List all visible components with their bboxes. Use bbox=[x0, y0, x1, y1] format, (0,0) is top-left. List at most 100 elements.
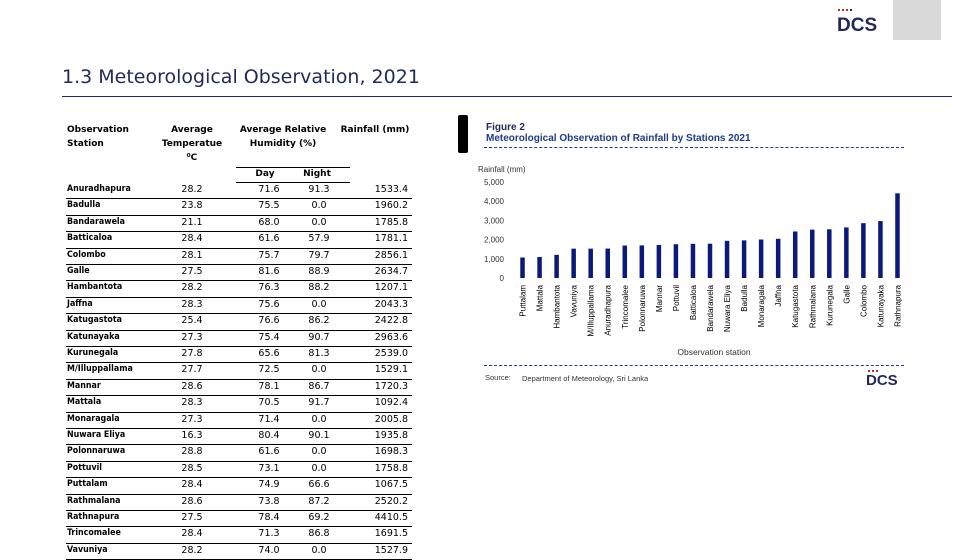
cell-rain: 1960.2 bbox=[356, 200, 408, 211]
table-row: Colombo 28.1 75.7 79.7 2856.1 bbox=[66, 248, 412, 265]
cell-night: 0.0 bbox=[298, 463, 340, 474]
cell-temp: 28.6 bbox=[172, 381, 212, 392]
cell-rain: 2963.6 bbox=[356, 332, 408, 343]
cell-night: 69.2 bbox=[298, 512, 340, 523]
cell-day: 76.6 bbox=[248, 315, 290, 326]
table-row: Pottuvil 28.5 73.1 0.0 1758.8 bbox=[66, 461, 412, 478]
cell-rain: 2856.1 bbox=[356, 250, 408, 261]
x-tick-label: M/Illuppallama bbox=[587, 284, 596, 336]
cell-rain: 1720.3 bbox=[356, 381, 408, 392]
table-row: Puttalam 28.4 74.9 66.6 1067.5 bbox=[66, 477, 412, 494]
cell-day: 74.9 bbox=[248, 479, 290, 490]
cell-station: Bandarawela bbox=[67, 217, 125, 227]
table-row: Jaffna 28.3 75.6 0.0 2043.3 bbox=[66, 297, 412, 314]
cell-rain: 1691.5 bbox=[356, 528, 408, 539]
cell-station: Kurunegala bbox=[67, 348, 118, 358]
dcs-figure-logo-text: DCS bbox=[866, 372, 898, 388]
y-tick-label: 2,000 bbox=[484, 236, 505, 245]
cell-temp: 28.3 bbox=[172, 299, 212, 310]
cell-temp: 27.5 bbox=[172, 512, 212, 523]
cell-station: Polonnaruwa bbox=[67, 446, 125, 456]
cell-rain: 1207.1 bbox=[356, 282, 408, 293]
figure-title: Meteorological Observation of Rainfall b… bbox=[486, 133, 751, 144]
y-tick-label: 1,000 bbox=[484, 255, 505, 264]
y-tick-label: 3,000 bbox=[484, 216, 505, 225]
x-tick-label: Bandarawela bbox=[706, 284, 715, 331]
bar-rathmalana bbox=[810, 230, 815, 278]
cell-night: 81.3 bbox=[298, 348, 340, 359]
x-tick-label: Badulla bbox=[740, 284, 749, 311]
cell-night: 57.9 bbox=[298, 233, 340, 244]
corner-box bbox=[893, 0, 941, 40]
cell-day: 75.5 bbox=[248, 200, 290, 211]
bar-katunayaka bbox=[878, 221, 883, 278]
cell-temp: 28.8 bbox=[172, 446, 212, 457]
x-tick-label: Katunayaka bbox=[876, 284, 885, 327]
cell-station: Rathmalana bbox=[67, 496, 120, 506]
header-station: Observation Station bbox=[67, 123, 147, 151]
cell-day: 71.3 bbox=[248, 528, 290, 539]
cell-day: 78.1 bbox=[248, 381, 290, 392]
cell-night: 91.3 bbox=[298, 184, 340, 195]
cell-day: 61.6 bbox=[248, 233, 290, 244]
cell-day: 75.4 bbox=[248, 332, 290, 343]
bar-trincomalee bbox=[623, 246, 628, 278]
table-row: Nuwara Eliya 16.3 80.4 90.1 1935.8 bbox=[66, 428, 412, 445]
table-row: Batticaloa 28.4 61.6 57.9 1781.1 bbox=[66, 231, 412, 248]
table-row: Mannar 28.6 78.1 86.7 1720.3 bbox=[66, 379, 412, 396]
cell-temp: 28.4 bbox=[172, 233, 212, 244]
x-tick-label: Hambantota bbox=[553, 284, 562, 328]
figure-marker bbox=[458, 115, 468, 153]
cell-rain: 2520.2 bbox=[356, 496, 408, 507]
bar-katugastota bbox=[793, 231, 798, 278]
cell-station: Jaffna bbox=[67, 299, 93, 309]
cell-temp: 28.4 bbox=[172, 528, 212, 539]
bar-pottuvil bbox=[674, 244, 679, 278]
cell-rain: 1758.8 bbox=[356, 463, 408, 474]
cell-night: 0.0 bbox=[298, 217, 340, 228]
cell-temp: 28.2 bbox=[172, 184, 212, 195]
dcs-logo-text: DCS bbox=[837, 15, 877, 34]
cell-rain: 2043.3 bbox=[356, 299, 408, 310]
x-tick-label: Kurunegala bbox=[825, 284, 834, 325]
cell-station: Katunayaka bbox=[67, 332, 120, 342]
cell-station: Pottuvil bbox=[67, 463, 102, 473]
bar-colombo bbox=[861, 223, 866, 278]
cell-day: 75.7 bbox=[248, 250, 290, 261]
x-tick-label: Galle bbox=[842, 284, 851, 303]
cell-temp: 28.1 bbox=[172, 250, 212, 261]
table-row: Badulla 23.8 75.5 0.0 1960.2 bbox=[66, 198, 412, 215]
cell-night: 0.0 bbox=[298, 364, 340, 375]
dcs-logo: DCS bbox=[836, 8, 880, 34]
table-row: Hambantota 28.2 76.3 88.2 1207.1 bbox=[66, 280, 412, 297]
cell-temp: 25.4 bbox=[172, 315, 212, 326]
table-row: Katugastota 25.4 76.6 86.2 2422.8 bbox=[66, 313, 412, 330]
cell-temp: 21.1 bbox=[172, 217, 212, 228]
bar-jaffna bbox=[776, 239, 781, 278]
table-row: Rathmalana 28.6 73.8 87.2 2520.2 bbox=[66, 494, 412, 511]
table-row: Polonnaruwa 28.8 61.6 0.0 1698.3 bbox=[66, 444, 412, 461]
table-row: Mattala 28.3 70.5 91.7 1092.4 bbox=[66, 395, 412, 412]
x-tick-label: Colombo bbox=[859, 284, 868, 317]
cell-station: Badulla bbox=[67, 200, 100, 210]
cell-rain: 1529.1 bbox=[356, 364, 408, 375]
cell-temp: 28.4 bbox=[172, 479, 212, 490]
x-tick-label: Pottuvil bbox=[672, 285, 681, 311]
bar-puttalam bbox=[520, 258, 525, 278]
cell-night: 66.6 bbox=[298, 479, 340, 490]
cell-temp: 23.8 bbox=[172, 200, 212, 211]
cell-rain: 1067.5 bbox=[356, 479, 408, 490]
table-row: Bandarawela 21.1 68.0 0.0 1785.8 bbox=[66, 215, 412, 232]
bar-polonnaruwa bbox=[640, 245, 645, 278]
cell-rain: 1092.4 bbox=[356, 397, 408, 408]
bar-rathnapura bbox=[895, 193, 900, 278]
x-tick-label: Mattala bbox=[536, 284, 545, 311]
cell-temp: 27.3 bbox=[172, 332, 212, 343]
bar-badulla bbox=[742, 240, 747, 278]
table-row: M/Illuppallama 27.7 72.5 0.0 1529.1 bbox=[66, 362, 412, 379]
header-rainfall: Rainfall (mm) bbox=[338, 123, 412, 137]
header-temp-unit: ⁰C bbox=[187, 153, 198, 163]
x-tick-label: Trincomalee bbox=[621, 284, 630, 328]
bar-mattala bbox=[537, 257, 542, 278]
bar-galle bbox=[844, 227, 849, 278]
